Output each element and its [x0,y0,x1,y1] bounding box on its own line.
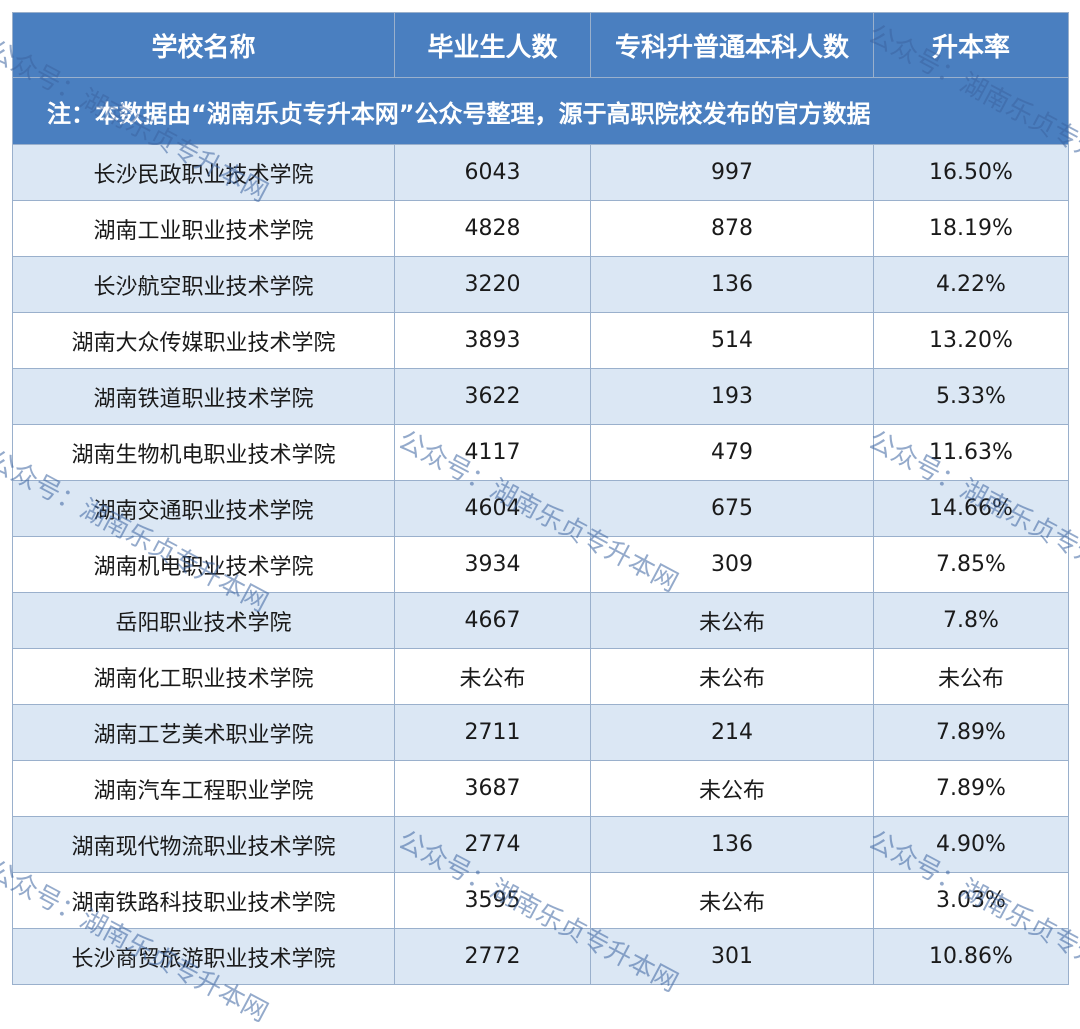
table-row: 湖南工业职业技术学院 4828 878 18.19% [12,200,1069,257]
header-upgrade-count: 专科升普通本科人数 [590,12,874,78]
cell-rate: 4.90% [873,816,1069,873]
table-row: 长沙航空职业技术学院 3220 136 4.22% [12,256,1069,313]
cell-upgrades: 997 [590,144,874,201]
cell-school: 长沙民政职业技术学院 [12,144,395,201]
cell-school: 湖南工艺美术职业学院 [12,704,395,761]
cell-graduates: 2772 [394,928,591,985]
cell-graduates: 4667 [394,592,591,649]
cell-rate: 7.8% [873,592,1069,649]
table-row: 湖南大众传媒职业技术学院 3893 514 13.20% [12,312,1069,369]
table-row: 湖南铁路科技职业技术学院 3595 未公布 3.03% [12,872,1069,929]
cell-rate: 3.03% [873,872,1069,929]
cell-upgrades: 193 [590,368,874,425]
table-header: 学校名称 毕业生人数 专科升普通本科人数 升本率 注：本数据由“湖南乐贞专升本网… [12,12,1069,145]
cell-school: 岳阳职业技术学院 [12,592,395,649]
cell-graduates: 未公布 [394,648,591,705]
table-row: 湖南铁道职业技术学院 3622 193 5.33% [12,368,1069,425]
cell-upgrades: 675 [590,480,874,537]
cell-school: 湖南生物机电职业技术学院 [12,424,395,481]
cell-rate: 4.22% [873,256,1069,313]
cell-graduates: 3893 [394,312,591,369]
cell-graduates: 3595 [394,872,591,929]
cell-graduates: 3934 [394,536,591,593]
cell-graduates: 2711 [394,704,591,761]
cell-upgrades: 136 [590,256,874,313]
cell-school: 湖南汽车工程职业学院 [12,760,395,817]
cell-graduates: 4828 [394,200,591,257]
cell-graduates: 6043 [394,144,591,201]
cell-upgrades: 301 [590,928,874,985]
cell-school: 长沙商贸旅游职业技术学院 [12,928,395,985]
cell-school: 湖南现代物流职业技术学院 [12,816,395,873]
cell-school: 长沙航空职业技术学院 [12,256,395,313]
cell-school: 湖南化工职业技术学院 [12,648,395,705]
cell-rate: 16.50% [873,144,1069,201]
cell-rate: 18.19% [873,200,1069,257]
cell-rate: 7.85% [873,536,1069,593]
cell-school: 湖南铁道职业技术学院 [12,368,395,425]
cell-upgrades: 136 [590,816,874,873]
table-row: 湖南化工职业技术学院 未公布 未公布 未公布 [12,648,1069,705]
table-row: 湖南机电职业技术学院 3934 309 7.85% [12,536,1069,593]
table-row: 岳阳职业技术学院 4667 未公布 7.8% [12,592,1069,649]
cell-upgrades: 未公布 [590,648,874,705]
cell-school: 湖南大众传媒职业技术学院 [12,312,395,369]
table-row: 长沙商贸旅游职业技术学院 2772 301 10.86% [12,928,1069,985]
cell-rate: 14.66% [873,480,1069,537]
cell-upgrades: 214 [590,704,874,761]
cell-graduates: 3687 [394,760,591,817]
cell-school: 湖南交通职业技术学院 [12,480,395,537]
table-row: 长沙民政职业技术学院 6043 997 16.50% [12,144,1069,201]
cell-upgrades: 479 [590,424,874,481]
cell-graduates: 4604 [394,480,591,537]
cell-school: 湖南机电职业技术学院 [12,536,395,593]
table-row: 湖南交通职业技术学院 4604 675 14.66% [12,480,1069,537]
cell-graduates: 4117 [394,424,591,481]
table-note: 注：本数据由“湖南乐贞专升本网”公众号整理，源于高职院校发布的官方数据 [12,77,1069,145]
table-row: 湖南现代物流职业技术学院 2774 136 4.90% [12,816,1069,873]
table-row: 湖南工艺美术职业学院 2711 214 7.89% [12,704,1069,761]
cell-graduates: 2774 [394,816,591,873]
cell-school: 湖南工业职业技术学院 [12,200,395,257]
cell-rate: 未公布 [873,648,1069,705]
table-row: 湖南生物机电职业技术学院 4117 479 11.63% [12,424,1069,481]
data-table-container: 学校名称 毕业生人数 专科升普通本科人数 升本率 注：本数据由“湖南乐贞专升本网… [12,12,1069,985]
cell-rate: 7.89% [873,760,1069,817]
cell-rate: 13.20% [873,312,1069,369]
cell-upgrades: 878 [590,200,874,257]
cell-rate: 11.63% [873,424,1069,481]
cell-graduates: 3220 [394,256,591,313]
table-row: 湖南汽车工程职业学院 3687 未公布 7.89% [12,760,1069,817]
table-body: 长沙民政职业技术学院 6043 997 16.50% 湖南工业职业技术学院 4828 878… [12,144,1069,985]
cell-upgrades: 未公布 [590,872,874,929]
cell-school: 湖南铁路科技职业技术学院 [12,872,395,929]
cell-rate: 5.33% [873,368,1069,425]
cell-graduates: 3622 [394,368,591,425]
cell-upgrades: 未公布 [590,760,874,817]
cell-upgrades: 514 [590,312,874,369]
cell-rate: 10.86% [873,928,1069,985]
header-graduates: 毕业生人数 [394,12,591,78]
header-upgrade-rate: 升本率 [873,12,1069,78]
upgrade-rate-table: 学校名称 毕业生人数 专科升普通本科人数 升本率 注：本数据由“湖南乐贞专升本网… [12,12,1069,985]
cell-upgrades: 309 [590,536,874,593]
cell-upgrades: 未公布 [590,592,874,649]
cell-rate: 7.89% [873,704,1069,761]
header-school-name: 学校名称 [12,12,395,78]
